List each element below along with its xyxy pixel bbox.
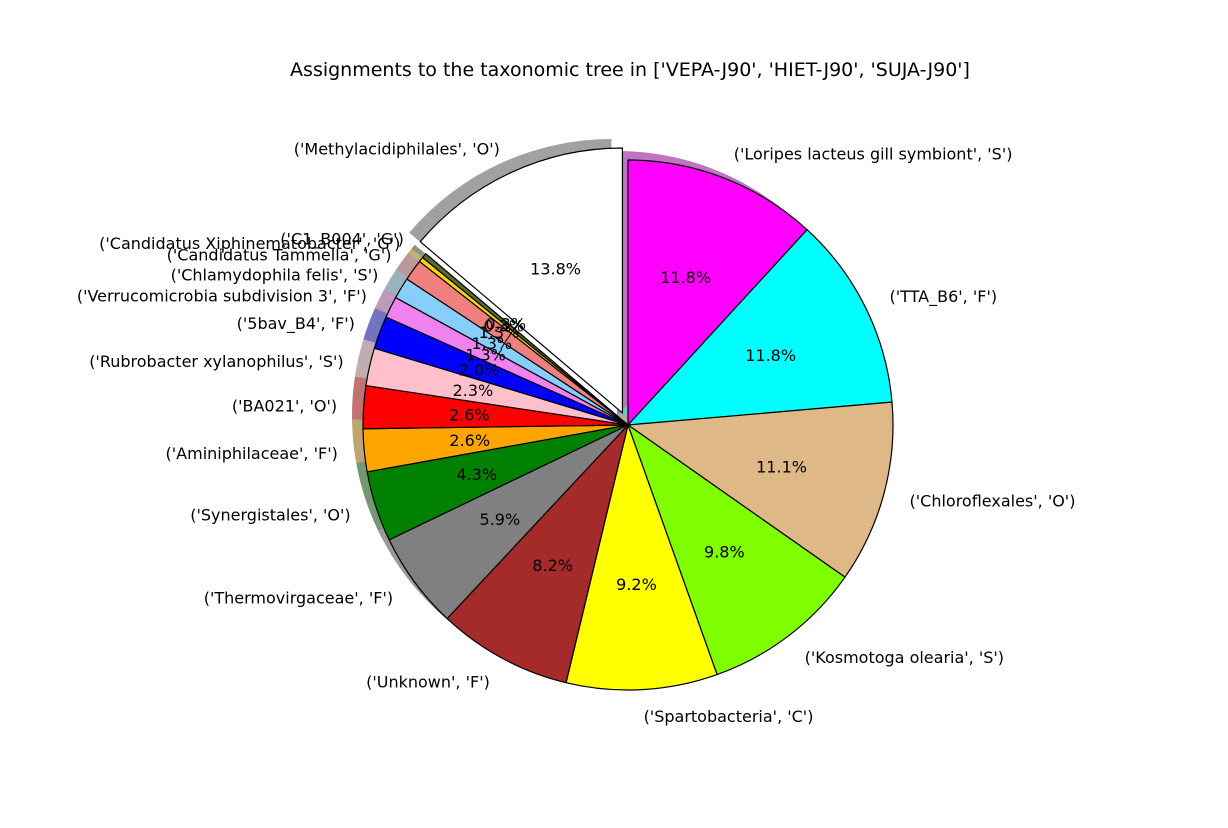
percent-labels: 11.8% 11.8% 11.1% 9.8% 9.2% 8.2% 5.9% 4.3% 2.6% 2… xyxy=(449,260,807,594)
percent-label-verrucomicrobia-subdivision-3-f: 1.3% xyxy=(465,345,506,364)
percent-label-spartobacteria-c: 9.2% xyxy=(616,575,657,594)
slice-spartobacteria-c xyxy=(565,424,718,691)
slice-label-tta-b6-f: ('TTA_B6', 'F') xyxy=(890,287,998,307)
slice-label-thermovirgaceae-f: ('Thermovirgaceae', 'F') xyxy=(204,589,393,608)
slice-label-c1-b004-g: ('C1_B004', 'G') xyxy=(280,230,404,250)
slice-label-verrucomicrobia-subdivision-3-f: ('Verrucomicrobia subdivision 3', 'F') xyxy=(77,286,367,305)
slice-label-loripes-lacteus-gill-symbiont-s: ('Loripes lacteus gill symbiont', 'S') xyxy=(734,144,1013,163)
slice-c1-b004-g xyxy=(422,253,629,426)
percent-label-methylacidiphilales-o: 13.8% xyxy=(530,260,581,279)
slice-label-rubrobacter-xylanophilus-s: ('Rubrobacter xylanophilus', 'S') xyxy=(89,352,343,371)
slice-label-methylacidiphilales-o: ('Methylacidiphilales', 'O') xyxy=(294,139,500,158)
slice-label-ba021-o: ('BA021', 'O') xyxy=(232,396,337,415)
percent-label-thermovirgaceae-f: 5.9% xyxy=(480,510,521,529)
slice-chloroflexales-o xyxy=(627,401,894,578)
percent-label-unknown-f: 8.2% xyxy=(532,556,573,575)
slice-labels: ('Loripes lacteus gill symbiont', 'S') ('… xyxy=(77,139,1076,726)
percent-label-loripes-lacteus-gill-symbiont-s: 11.8% xyxy=(660,268,711,287)
slice-label-aminiphilaceae-f: ('Aminiphilaceae', 'F') xyxy=(166,444,338,463)
slice-label-spartobacteria-c: ('Spartobacteria', 'C') xyxy=(644,707,814,726)
slice-loripes-lacteus-gill-symbiont-s xyxy=(627,159,808,426)
percent-label-ba021-o: 2.6% xyxy=(449,405,490,424)
slice-label-synergistales-o: ('Synergistales', 'O') xyxy=(190,506,350,525)
percent-label-aminiphilaceae-f: 2.6% xyxy=(449,431,490,450)
slices xyxy=(362,147,894,691)
percent-label-candidatus-tammella-g: 1.3% xyxy=(479,323,520,342)
slice-label-chloroflexales-o: ('Chloroflexales', 'O') xyxy=(910,492,1076,511)
slice-unknown-f xyxy=(446,424,629,684)
percent-label-candidatus-xiphinematobacter-g: 0.3% xyxy=(483,317,524,336)
slice-label-candidatus-tammella-g: ('Candidatus Tammella', 'G') xyxy=(167,246,392,265)
slice-tta-b6-f xyxy=(627,229,893,426)
slice-methylacidiphilales-o xyxy=(419,147,624,414)
percent-label-synergistales-o: 4.3% xyxy=(456,465,497,484)
percent-label-kosmotoga-olearia-s: 9.8% xyxy=(704,542,745,561)
percent-label-chloroflexales-o: 11.1% xyxy=(756,457,807,476)
chart-title: Assignments to the taxonomic tree in ['V… xyxy=(290,59,970,81)
slice-label-candidatus-xiphinematobacter-g: ('Candidatus Xiphinematobacter', 'G') xyxy=(99,234,400,253)
percent-label-chlamydophila-felis-s: 1.3% xyxy=(471,334,512,353)
slice-label-unknown-f: ('Unknown', 'F') xyxy=(366,673,490,692)
slice-label-chlamydophila-felis-s: ('Chlamydophila felis', 'S') xyxy=(171,266,379,285)
slice-label-5bav-b4-f: ('5bav_B4', 'F') xyxy=(237,314,355,334)
percent-label-tta-b6-f: 11.8% xyxy=(745,346,796,365)
slice-kosmotoga-olearia-s xyxy=(627,424,846,676)
percent-label-rubrobacter-xylanophilus-s: 2.3% xyxy=(453,381,494,400)
percent-label-c1-b004-g: 0.3% xyxy=(485,314,526,333)
percent-label-5bav-b4-f: 2.0% xyxy=(459,360,500,379)
slice-label-kosmotoga-olearia-s: ('Kosmotoga olearia', 'S') xyxy=(805,648,1004,667)
